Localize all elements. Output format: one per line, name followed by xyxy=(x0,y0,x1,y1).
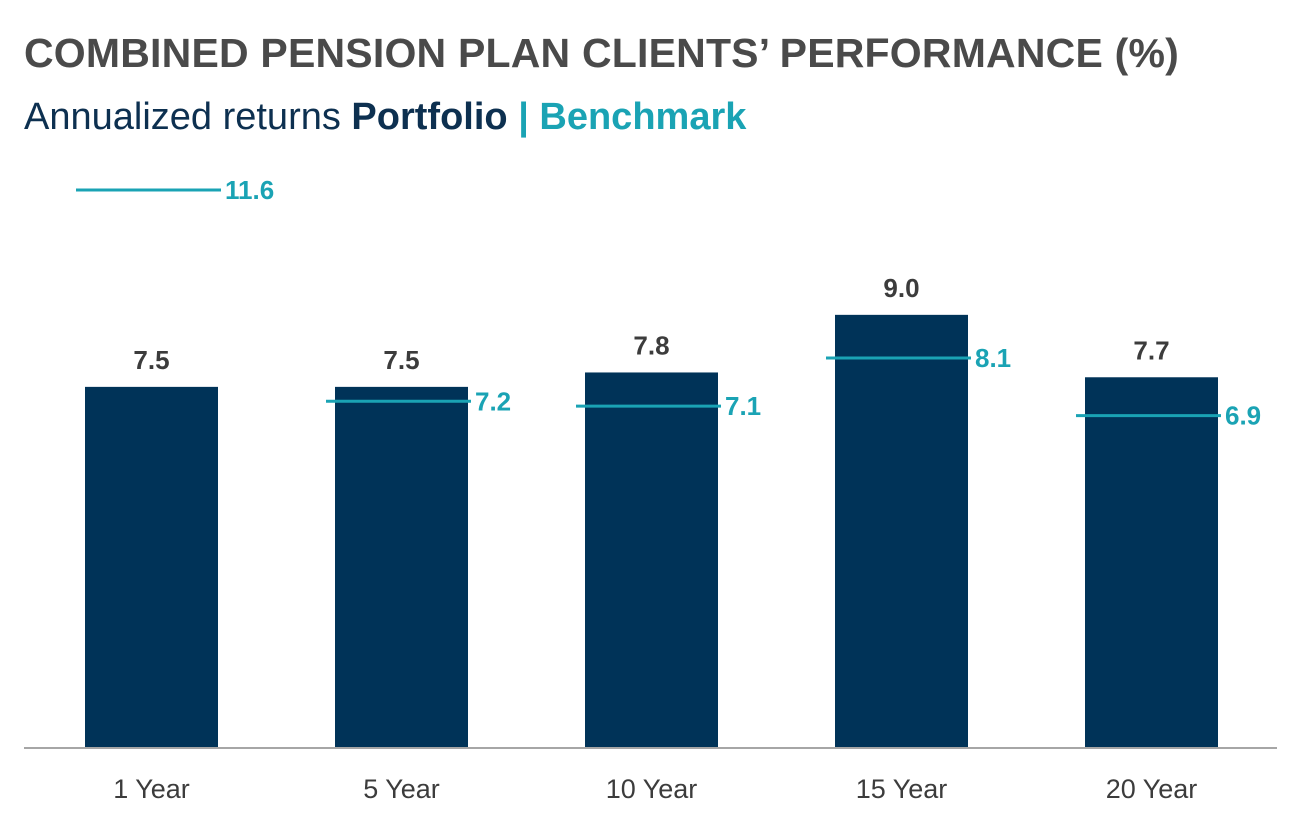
benchmark-value-label-15-year: 8.1 xyxy=(975,343,1011,373)
benchmark-value-label-20-year: 6.9 xyxy=(1225,401,1261,431)
x-tick-label-20-year: 20 Year xyxy=(1106,774,1198,804)
chart-subtitle: Annualized returns Portfolio | Benchmark xyxy=(24,96,746,139)
x-tick-label-15-year: 15 Year xyxy=(856,774,948,804)
bar-portfolio-15-year xyxy=(835,314,968,747)
subtitle-prefix: Annualized returns xyxy=(24,96,341,138)
x-tick-label-10-year: 10 Year xyxy=(606,774,698,804)
bar-portfolio-10-year xyxy=(585,372,718,747)
x-tick-label-1-year: 1 Year xyxy=(113,774,190,804)
benchmark-value-label-5-year: 7.2 xyxy=(475,386,511,416)
bar-value-label-20-year: 7.7 xyxy=(1133,335,1169,365)
x-tick-label-5-year: 5 Year xyxy=(363,774,440,804)
bars-layer xyxy=(85,314,1218,747)
legend-benchmark-label: Benchmark xyxy=(539,96,747,138)
legend-portfolio-label: Portfolio xyxy=(351,96,508,138)
bar-portfolio-20-year xyxy=(1085,377,1218,747)
bar-value-label-15-year: 9.0 xyxy=(883,273,919,303)
bar-portfolio-1-year xyxy=(85,386,218,747)
benchmark-layer xyxy=(76,188,1221,418)
labels-layer: 7.5 11.6 1 Year 7.5 7.2 5 Year 7.8 7.1 10 Year 9.… xyxy=(113,175,1261,804)
chart-title: COMBINED PENSION PLAN CLIENTS’ PERFORMAN… xyxy=(24,30,1179,76)
bar-value-label-5-year: 7.5 xyxy=(383,345,419,375)
legend-separator: | xyxy=(518,96,529,138)
bar-value-label-1-year: 7.5 xyxy=(133,345,169,375)
benchmark-value-label-10-year: 7.1 xyxy=(725,391,761,421)
benchmark-value-label-1-year: 11.6 xyxy=(225,175,274,205)
bar-portfolio-5-year xyxy=(335,386,468,747)
bar-value-label-10-year: 7.8 xyxy=(633,330,669,360)
